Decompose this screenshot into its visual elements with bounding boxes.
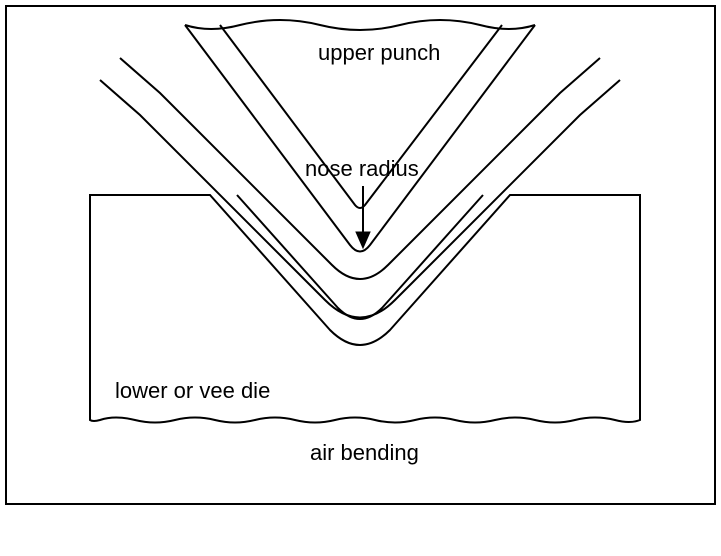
lower-die-inner-edge bbox=[237, 195, 483, 319]
label-lower-or-vee-die: lower or vee die bbox=[115, 378, 270, 404]
workpiece-outer bbox=[100, 80, 620, 318]
arrow-head bbox=[356, 232, 370, 248]
label-upper-punch: upper punch bbox=[318, 40, 440, 66]
upper-punch-top-wave bbox=[185, 20, 535, 30]
caption: air bending bbox=[310, 440, 419, 466]
air-bending-diagram bbox=[0, 0, 721, 556]
label-nose-radius: nose radius bbox=[305, 156, 419, 182]
